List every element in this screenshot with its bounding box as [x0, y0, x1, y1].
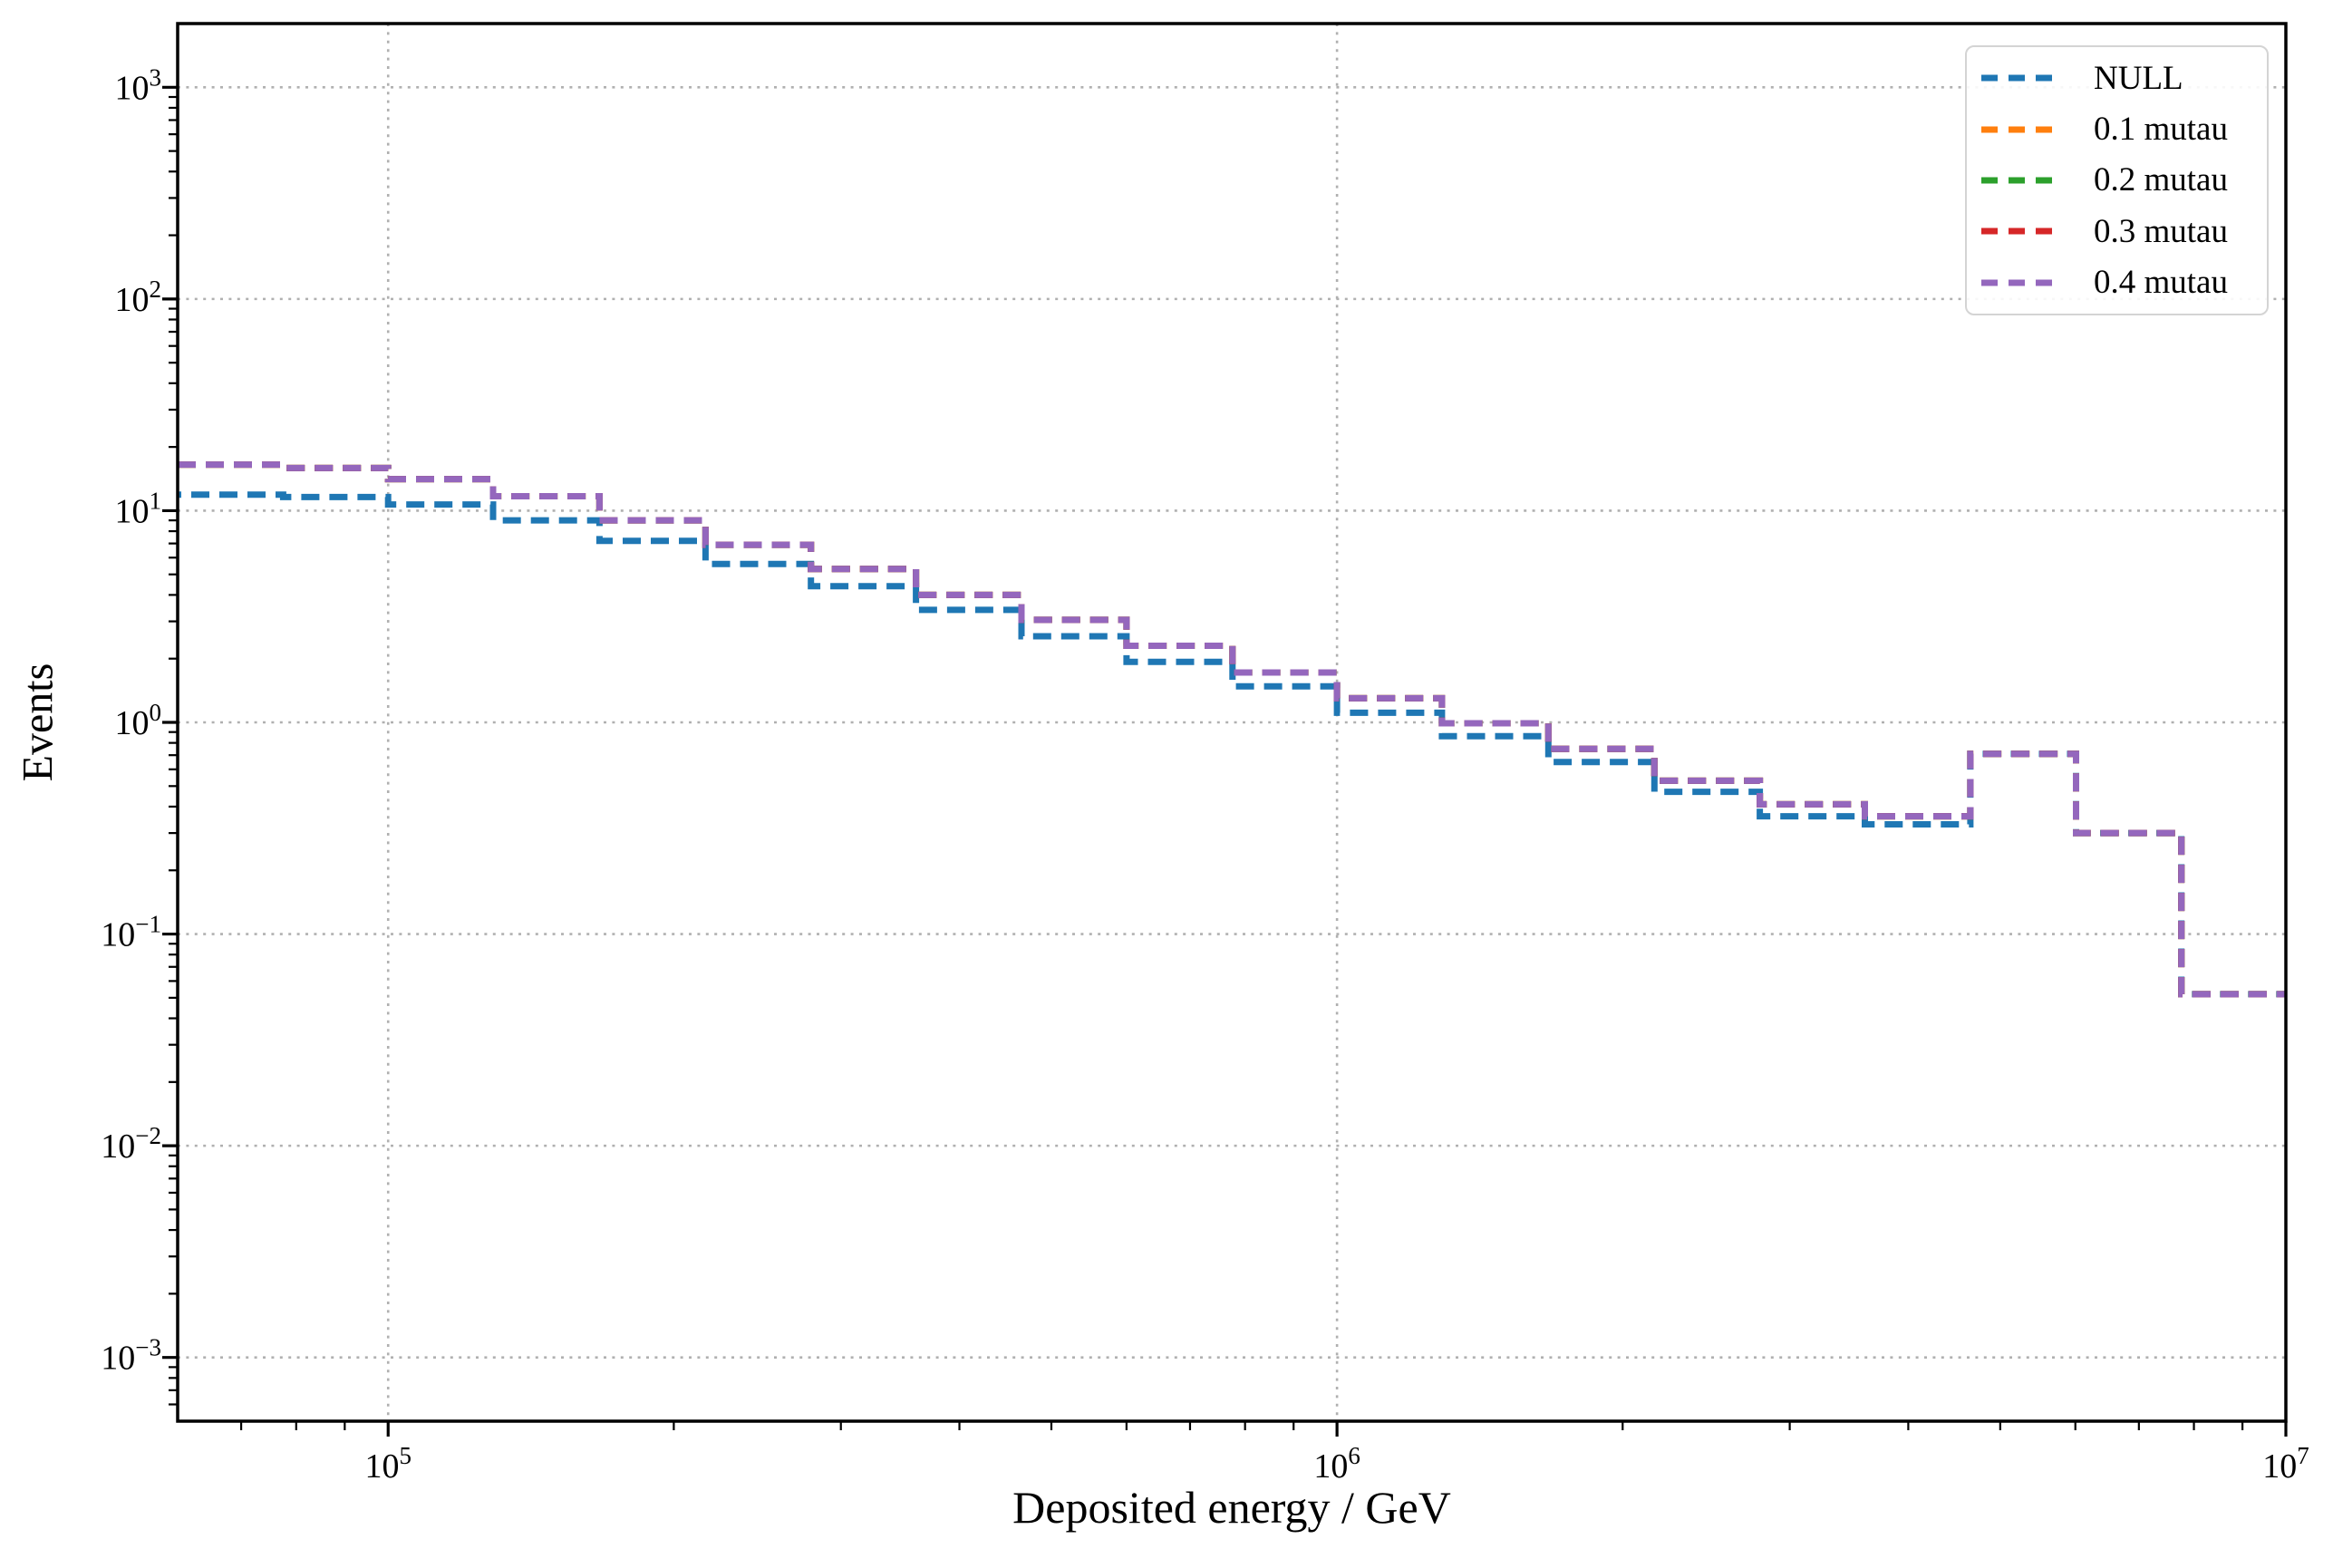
x-tick-label: 105: [364, 1442, 411, 1486]
y-tick-label: 10−1: [101, 911, 161, 954]
legend-item: NULL: [1967, 53, 2267, 103]
legend-line-sample: [1981, 227, 2057, 235]
legend-label: 0.4 mutau: [2094, 264, 2228, 302]
series-line-0.3-mutau: [178, 461, 2286, 998]
legend: NULL 0.1 mutau 0.2 mutau 0.3 mutau 0.4 m…: [1965, 45, 2269, 315]
y-tick-label: 102: [115, 276, 162, 319]
y-tick-label: 101: [115, 487, 162, 530]
y-axis-label: Events: [14, 663, 63, 782]
x-axis-label: Deposited energy / GeV: [1012, 1482, 1451, 1533]
series-line-0.2-mutau: [178, 461, 2286, 998]
legend-line-sample: [1981, 126, 2057, 133]
legend-label: NULL: [2094, 59, 2183, 97]
y-tick-label: 10−2: [101, 1122, 161, 1166]
series-line-0.1-mutau: [178, 461, 2286, 998]
legend-label: 0.2 mutau: [2094, 161, 2228, 199]
legend-label: 0.3 mutau: [2094, 212, 2228, 250]
y-tick-label: 100: [115, 699, 162, 742]
legend-item: 0.4 mutau: [1967, 257, 2267, 308]
series-line-0.4-mutau: [178, 461, 2286, 998]
x-tick-label: 107: [2262, 1442, 2309, 1486]
x-tick-label: 106: [1313, 1442, 1360, 1486]
series-line-NULL: [178, 491, 2286, 998]
legend-item: 0.2 mutau: [1967, 155, 2267, 206]
legend-label: 0.1 mutau: [2094, 111, 2228, 149]
legend-line-sample: [1981, 279, 2057, 286]
legend-item: 0.1 mutau: [1967, 104, 2267, 155]
legend-line-sample: [1981, 74, 2057, 82]
legend-line-sample: [1981, 177, 2057, 184]
legend-item: 0.3 mutau: [1967, 206, 2267, 256]
y-tick-label: 10−3: [101, 1334, 161, 1378]
y-tick-label: 103: [115, 63, 162, 107]
